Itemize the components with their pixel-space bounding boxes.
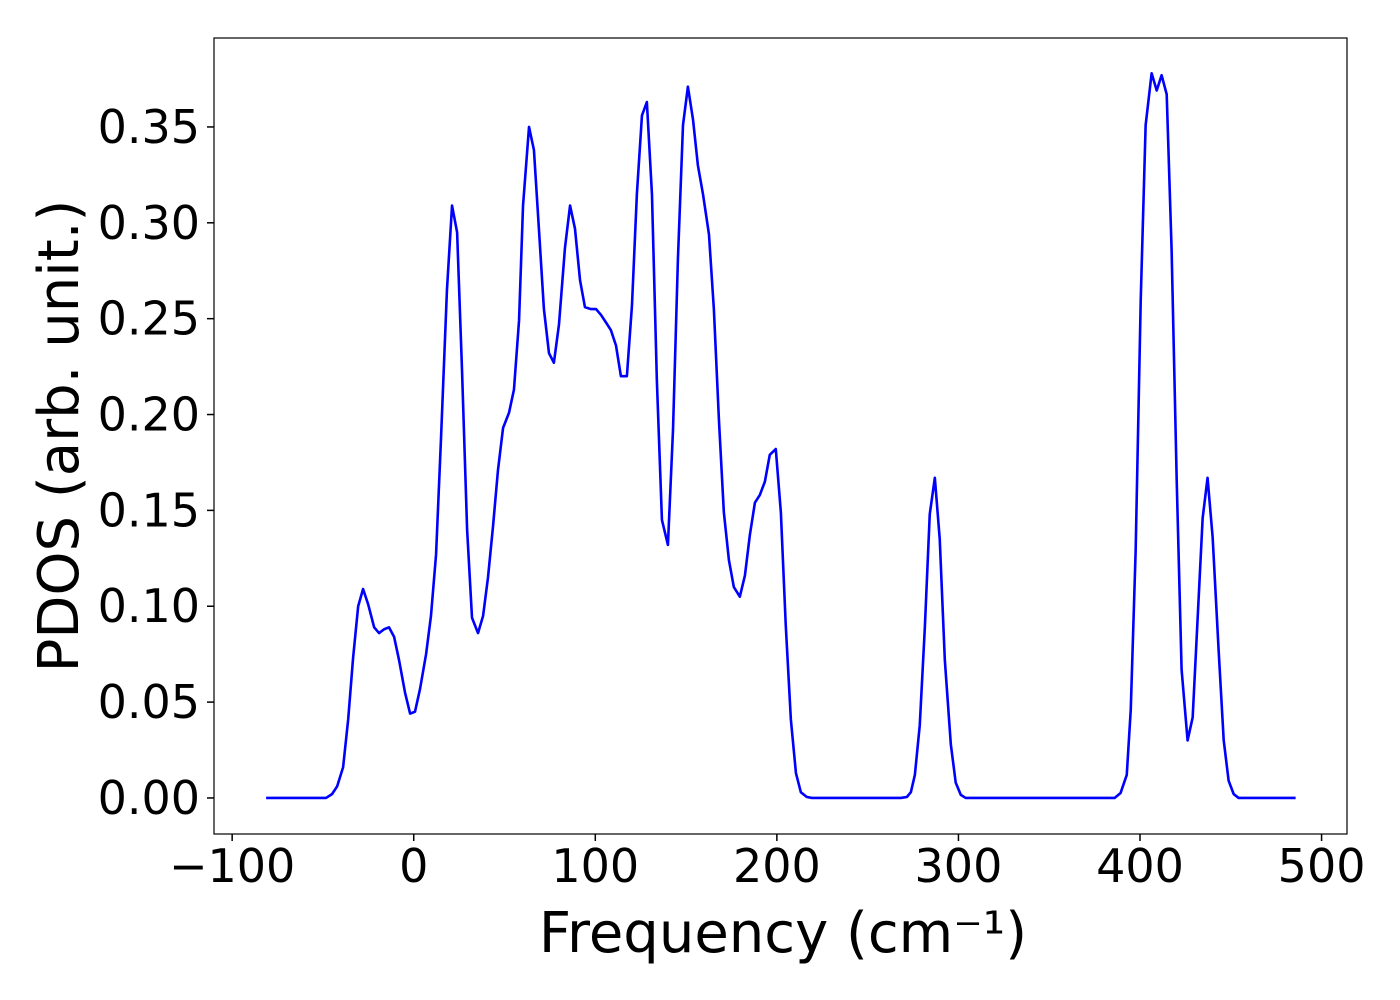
x-tick-label: 200 bbox=[733, 839, 821, 893]
y-tick-label: 0.35 bbox=[98, 100, 200, 154]
x-tick-label: 0 bbox=[399, 839, 428, 893]
y-tick-label: 0.20 bbox=[98, 388, 200, 442]
data-line bbox=[266, 71, 1296, 800]
y-tick-label: 0.00 bbox=[98, 771, 200, 825]
x-tick-label: −100 bbox=[169, 839, 295, 893]
y-axis-label: PDOS (arb. unit.) bbox=[27, 200, 92, 673]
y-tick-label: 0.25 bbox=[98, 292, 200, 346]
y-tick-label: 0.10 bbox=[98, 579, 200, 633]
x-axis-label: Frequency (cm⁻¹) bbox=[539, 901, 1027, 966]
x-tick-label: 100 bbox=[551, 839, 639, 893]
plot-frame bbox=[213, 37, 1348, 835]
x-tick-label: 300 bbox=[915, 839, 1003, 893]
x-tick-label: 500 bbox=[1278, 839, 1366, 893]
x-tick-label: 400 bbox=[1096, 839, 1184, 893]
y-tick-label: 0.15 bbox=[98, 483, 200, 537]
y-tick-label: 0.30 bbox=[98, 196, 200, 250]
y-tick-label: 0.05 bbox=[98, 675, 200, 729]
